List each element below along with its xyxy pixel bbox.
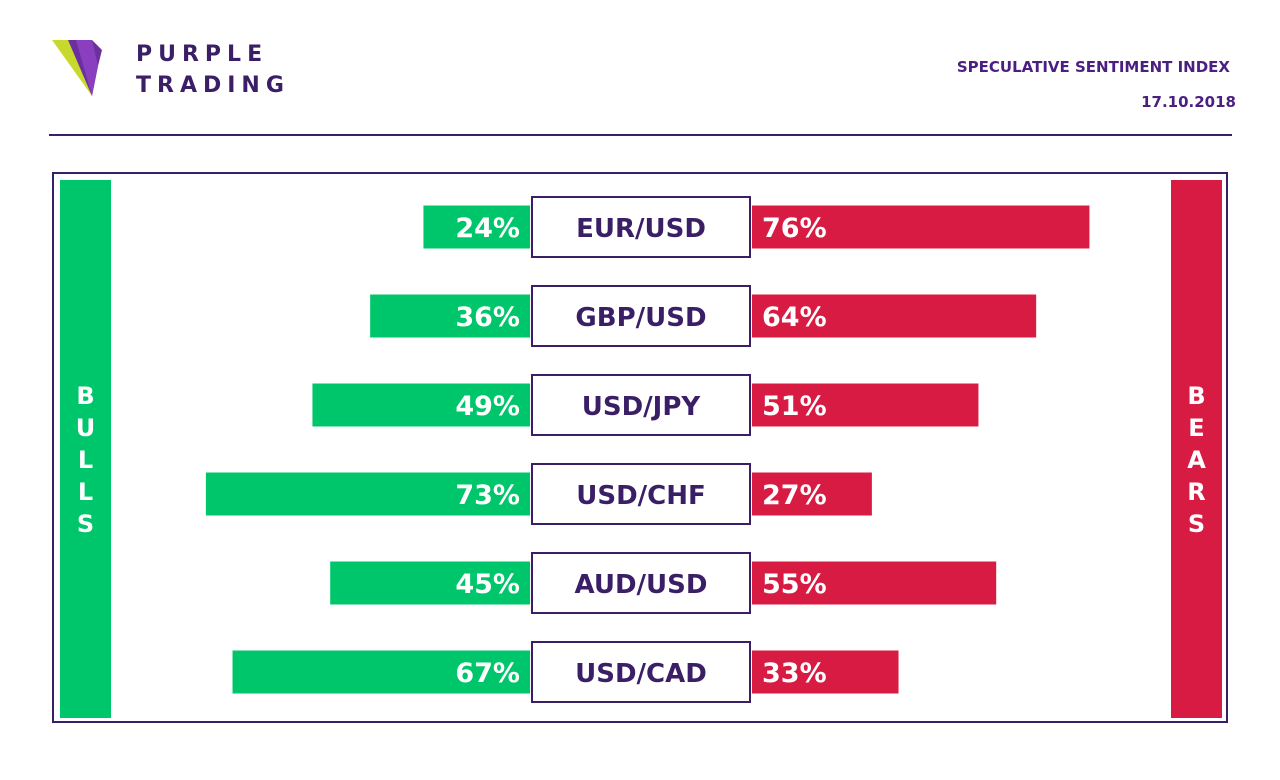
pair-label: AUD/USD xyxy=(575,570,708,600)
pair-label: USD/CAD xyxy=(575,659,707,689)
bulls-bar xyxy=(423,205,530,249)
pair-box xyxy=(531,285,751,347)
bears-label-letter: E xyxy=(1188,414,1204,442)
bears-value-label: 33% xyxy=(762,658,827,689)
pair-box xyxy=(531,463,751,525)
bulls-bar xyxy=(205,472,530,516)
bulls-bar xyxy=(312,383,530,427)
bulls-bar xyxy=(330,561,530,605)
bears-value-label: 76% xyxy=(762,213,827,244)
bears-bar xyxy=(752,383,979,427)
bears-bar xyxy=(752,650,899,694)
bulls-value-label: 45% xyxy=(455,569,520,600)
bulls-value-label: 49% xyxy=(455,391,520,422)
bears-bar xyxy=(752,205,1090,249)
brand-name-line2: TRADING xyxy=(136,73,290,98)
bulls-value-label: 73% xyxy=(455,480,520,511)
bulls-bar xyxy=(232,650,530,694)
bears-bar xyxy=(752,472,872,516)
pair-label: USD/CHF xyxy=(576,481,706,511)
bears-value-label: 55% xyxy=(762,569,827,600)
bears-bar xyxy=(752,294,1037,338)
bears-value-label: 51% xyxy=(762,391,827,422)
brand-logo: PURPLE TRADING xyxy=(52,40,312,100)
bulls-value-label: 67% xyxy=(455,658,520,689)
pair-box xyxy=(531,196,751,258)
bears-label-letter: A xyxy=(1187,446,1206,474)
bulls-pillar xyxy=(60,180,111,718)
pair-label: USD/JPY xyxy=(582,392,702,422)
bulls-label-letter: L xyxy=(78,478,93,506)
bears-bar xyxy=(752,561,997,605)
page-title: SPECULATIVE SENTIMENT INDEX xyxy=(956,58,1230,76)
brand-name-line1: PURPLE xyxy=(136,42,269,67)
pair-label: GBP/USD xyxy=(575,303,706,333)
pair-box xyxy=(531,641,751,703)
header-divider xyxy=(49,134,1232,136)
bulls-label-letter: L xyxy=(78,446,93,474)
bulls-label-letter: S xyxy=(77,510,94,538)
bulls-label-letter: U xyxy=(76,414,96,442)
pair-label: EUR/USD xyxy=(576,214,706,244)
pair-box xyxy=(531,552,751,614)
bears-pillar xyxy=(1171,180,1222,718)
bulls-value-label: 36% xyxy=(455,302,520,333)
bears-value-label: 27% xyxy=(762,480,827,511)
logo-mark-icon xyxy=(52,40,102,96)
bulls-bar xyxy=(370,294,530,338)
report-date: 17.10.2018 xyxy=(1141,93,1236,111)
bears-label-letter: B xyxy=(1187,382,1205,410)
pair-box xyxy=(531,374,751,436)
bears-value-label: 64% xyxy=(762,302,827,333)
bulls-label-letter: B xyxy=(76,382,94,410)
bears-label-letter: R xyxy=(1187,478,1205,506)
bulls-value-label: 24% xyxy=(455,213,520,244)
bears-label-letter: S xyxy=(1188,510,1205,538)
chart-frame xyxy=(52,172,1228,723)
